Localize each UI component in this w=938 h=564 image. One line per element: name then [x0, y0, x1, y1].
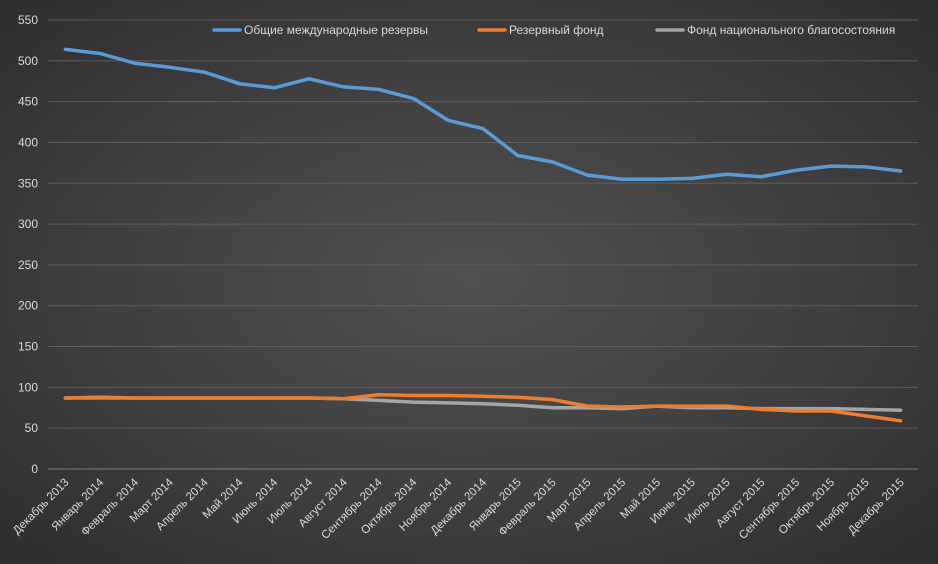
y-tick-label: 350: [18, 176, 38, 190]
legend: Общие международные резервы Резервный фон…: [212, 23, 895, 37]
legend-label: Резервный фонд: [509, 23, 603, 37]
y-tick-label: 550: [18, 13, 38, 27]
y-tick-label: 0: [31, 462, 38, 476]
series-line-1: [63, 392, 903, 423]
x-tick-label: Сентябрь 2015: [737, 477, 802, 542]
x-tick-label: Сентябрь 2014: [319, 476, 385, 542]
y-tick-label: 450: [18, 95, 38, 109]
y-tick-label: 250: [18, 258, 38, 272]
series-lines: [63, 47, 903, 423]
y-tick-label: 200: [18, 299, 38, 313]
legend-label: Фонд национального благосостояния: [687, 23, 895, 37]
y-tick-label: 100: [18, 380, 38, 394]
y-tick-label: 400: [18, 135, 38, 149]
series-line-0: [63, 47, 903, 181]
y-tick-label: 300: [18, 217, 38, 231]
y-tick-label: 50: [25, 421, 39, 435]
gridlines: [48, 19, 918, 470]
legend-label: Общие международные резервы: [244, 23, 428, 37]
y-tick-label: 150: [18, 340, 38, 354]
y-axis-ticks: 0 50 100 150 200 250 300 350 400 450 500 550: [18, 13, 38, 476]
y-tick-label: 500: [18, 54, 38, 68]
